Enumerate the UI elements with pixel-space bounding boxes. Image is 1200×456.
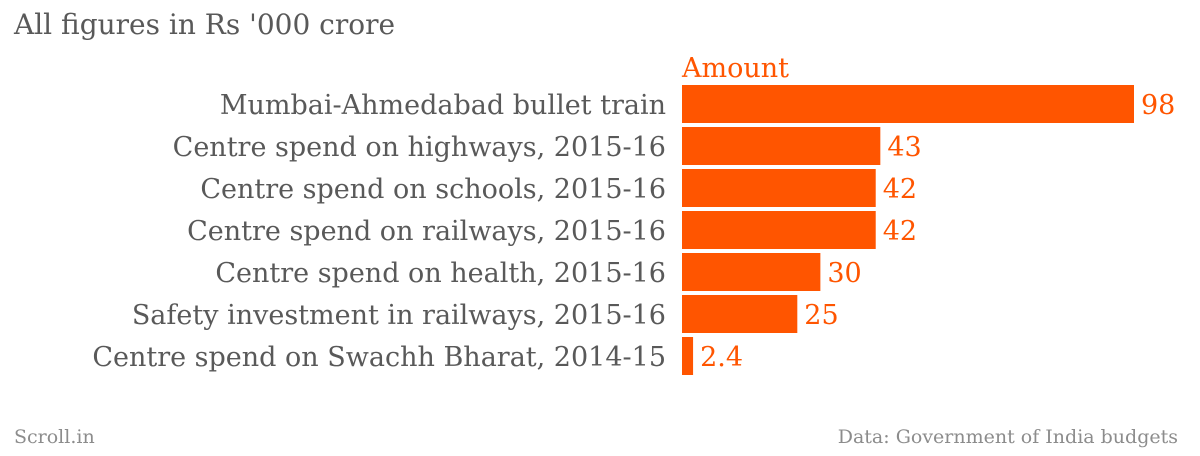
bar <box>682 85 1134 123</box>
value-label: 98 <box>1141 90 1175 121</box>
series-header: Amount <box>681 53 789 84</box>
value-label: 43 <box>887 132 921 163</box>
bar <box>682 253 821 291</box>
source-brand: Scroll.in <box>14 426 95 448</box>
chart-subtitle: All figures in Rs '000 crore <box>14 8 396 41</box>
bar <box>682 295 798 333</box>
bar <box>682 211 876 249</box>
bar <box>682 127 881 165</box>
value-label: 2.4 <box>700 342 743 373</box>
category-label: Centre spend on Swachh Bharat, 2014-15 <box>92 342 666 373</box>
bar <box>682 337 694 375</box>
value-label: 25 <box>804 300 838 331</box>
value-label: 30 <box>827 258 861 289</box>
value-label: 42 <box>883 216 917 247</box>
data-source-note: Data: Government of India budgets <box>837 426 1178 448</box>
value-label: 42 <box>883 174 917 205</box>
category-label: Centre spend on highways, 2015-16 <box>173 132 666 163</box>
category-label: Centre spend on health, 2015-16 <box>215 258 666 289</box>
category-label: Centre spend on schools, 2015-16 <box>200 174 666 205</box>
category-label: Mumbai-Ahmedabad bullet train <box>220 90 666 121</box>
bar <box>682 169 876 207</box>
category-label: Centre spend on railways, 2015-16 <box>187 216 666 247</box>
category-label: Safety investment in railways, 2015-16 <box>132 300 666 331</box>
